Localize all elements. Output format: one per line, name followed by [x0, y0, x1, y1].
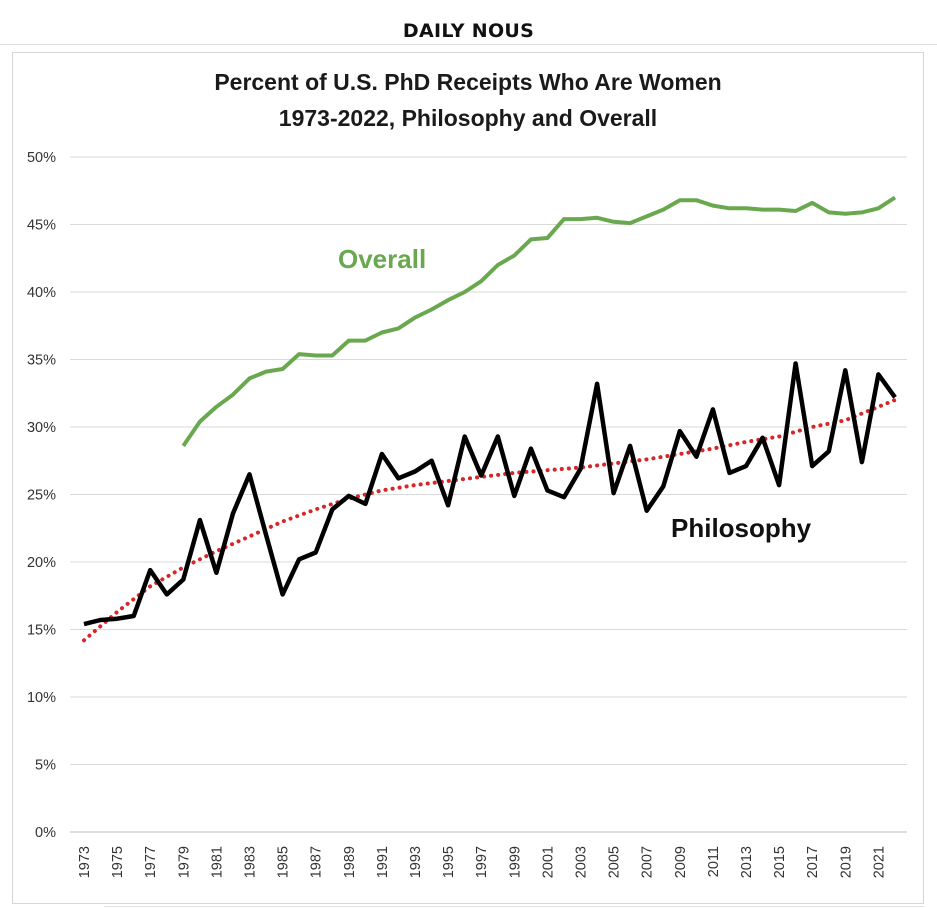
chart-title-line-2: 1973-2022, Philosophy and Overall	[279, 105, 657, 131]
y-axis-ticks: 0% 5% 10% 15% 20% 25% 30% 35% 40% 45% 50%	[27, 150, 56, 841]
x-tick-label: 1991	[375, 846, 391, 878]
x-tick-label: 1977	[143, 846, 159, 878]
x-tick-label: 2001	[540, 846, 556, 878]
x-tick-label: 1975	[110, 846, 126, 878]
gridlines	[70, 156, 907, 833]
overall-line	[181, 195, 897, 448]
x-tick-label: 2021	[871, 846, 887, 878]
x-tick-label: 2005	[607, 846, 623, 878]
site-header: DAILY NOUS	[0, 0, 937, 45]
y-tick-label: 35%	[27, 353, 56, 369]
x-tick-label: 2003	[574, 846, 590, 878]
series-layer	[82, 195, 897, 643]
y-tick-label: 0%	[35, 825, 56, 841]
chart-frame	[12, 52, 924, 904]
philosophy-line	[83, 361, 897, 627]
x-tick-label: 2007	[640, 846, 656, 878]
x-tick-label: 2011	[706, 846, 722, 877]
x-tick-label: 1989	[342, 846, 358, 878]
x-tick-label: 1999	[507, 846, 523, 878]
y-tick-label: 40%	[27, 285, 56, 301]
x-tick-label: 1979	[176, 846, 192, 878]
y-tick-label: 50%	[27, 150, 56, 166]
x-tick-label: 2015	[772, 846, 788, 878]
bottom-rule	[104, 906, 924, 907]
philosophy-trend-line	[82, 398, 897, 643]
y-tick-label: 20%	[27, 555, 56, 571]
x-tick-label: 1985	[276, 846, 292, 878]
x-tick-label: 1983	[243, 846, 259, 878]
y-tick-label: 30%	[27, 420, 56, 436]
x-tick-label: 1981	[209, 846, 225, 878]
x-tick-label: 1997	[474, 846, 490, 878]
x-tick-label: 2019	[838, 846, 854, 878]
x-tick-label: 2017	[805, 846, 821, 878]
y-tick-label: 45%	[27, 218, 56, 234]
y-tick-label: 5%	[35, 758, 56, 774]
overall-series-label: Overall	[338, 244, 426, 274]
chart-title-line-1: Percent of U.S. PhD Receipts Who Are Wom…	[214, 69, 721, 95]
y-tick-label: 10%	[27, 690, 56, 706]
y-tick-label: 15%	[27, 623, 56, 639]
x-tick-label: 1995	[441, 846, 457, 878]
site-title: DAILY NOUS	[402, 20, 535, 42]
x-axis-ticks: 1973 1975 1977 1979 1981 1983 1985 1987 1989 1991…	[77, 846, 887, 878]
x-tick-label: 2013	[739, 846, 755, 878]
philosophy-series-label: Philosophy	[671, 513, 812, 543]
x-tick-label: 1973	[77, 846, 93, 878]
x-tick-label: 2009	[673, 846, 689, 878]
x-tick-label: 1993	[408, 846, 424, 878]
x-tick-label: 1987	[309, 846, 325, 878]
y-tick-label: 25%	[27, 488, 56, 504]
